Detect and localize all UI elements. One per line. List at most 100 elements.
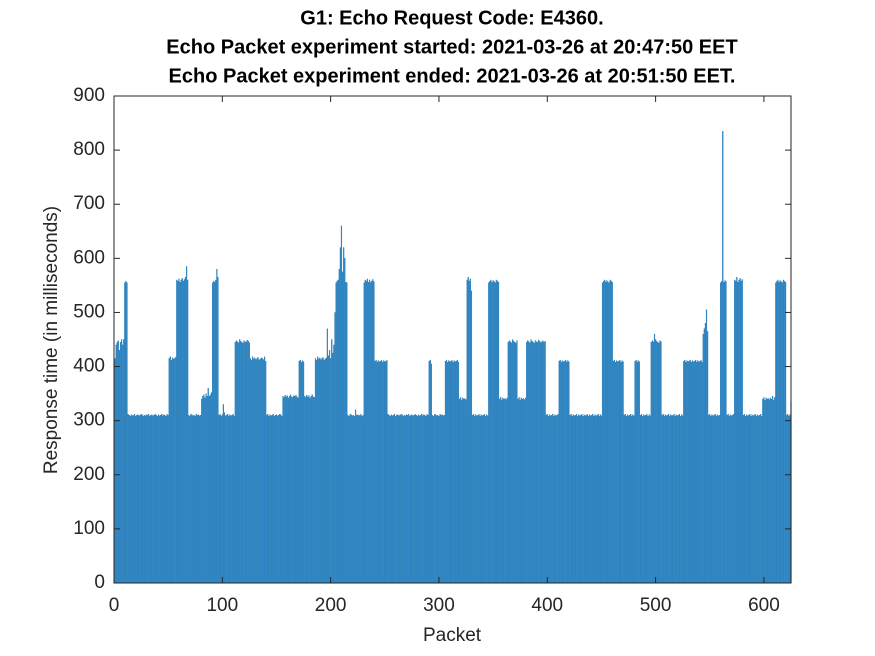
bar	[242, 343, 244, 584]
bar	[630, 414, 632, 584]
bar	[236, 341, 239, 584]
bar	[726, 415, 728, 584]
bar	[651, 340, 653, 584]
bar	[409, 416, 411, 584]
bar	[249, 358, 252, 584]
bar	[412, 415, 414, 584]
bar	[489, 280, 491, 584]
bar	[308, 395, 310, 584]
bar	[237, 342, 240, 584]
bar	[272, 414, 274, 584]
bar	[152, 415, 154, 584]
bar	[650, 342, 652, 584]
bar	[574, 415, 577, 584]
bar	[463, 398, 465, 584]
bar	[386, 359, 388, 584]
bar	[124, 282, 126, 584]
bar	[315, 359, 318, 584]
bar	[312, 396, 314, 584]
bar	[645, 415, 647, 584]
bar	[323, 359, 325, 584]
bar	[696, 362, 698, 584]
bar	[122, 344, 124, 584]
bar	[636, 362, 638, 584]
bar	[714, 414, 716, 584]
bar	[679, 416, 682, 584]
bar	[718, 415, 721, 584]
bar	[166, 414, 168, 584]
bar	[232, 414, 234, 584]
bar	[759, 415, 761, 584]
bar	[432, 416, 435, 584]
bar	[573, 415, 575, 584]
bar	[455, 360, 457, 584]
bar	[145, 414, 148, 584]
bar	[656, 340, 658, 584]
bar	[742, 415, 744, 584]
bar	[321, 358, 323, 584]
bar	[164, 415, 166, 584]
bar	[376, 362, 378, 584]
bar	[747, 415, 749, 584]
bar	[398, 415, 400, 584]
bar	[601, 282, 604, 584]
bar	[720, 282, 722, 584]
bar	[367, 281, 370, 584]
bar	[422, 415, 424, 584]
bar	[426, 414, 428, 584]
bar	[504, 398, 506, 584]
bar	[349, 414, 351, 584]
bar	[205, 393, 207, 584]
bar	[162, 415, 164, 584]
bar	[216, 269, 218, 584]
bar	[240, 340, 242, 584]
bar	[609, 279, 611, 584]
bar	[397, 414, 399, 584]
bar	[542, 340, 544, 584]
bar	[783, 280, 786, 584]
bar	[136, 415, 138, 584]
bar	[721, 280, 723, 584]
bar	[560, 362, 562, 584]
bar	[191, 414, 193, 584]
chart-title: G1: Echo Request Code: E4360.	[300, 7, 603, 29]
bar	[452, 362, 454, 584]
bar	[142, 416, 144, 584]
x-tick-label: 0	[109, 595, 120, 616]
bar	[682, 415, 684, 584]
bar	[580, 415, 582, 584]
bar	[332, 352, 334, 584]
bar	[642, 416, 644, 584]
bar	[362, 415, 364, 584]
bar	[437, 415, 439, 584]
bar	[637, 360, 639, 584]
bar	[383, 360, 385, 584]
bar	[274, 415, 276, 584]
y-tick-label: 300	[73, 410, 105, 431]
bar	[662, 414, 664, 584]
bar	[674, 416, 676, 584]
bar	[669, 416, 671, 584]
x-tick-label: 100	[206, 595, 238, 616]
chart-title: Echo Packet experiment started: 2021-03-…	[166, 36, 737, 58]
bar	[271, 415, 273, 584]
bar	[253, 358, 255, 584]
x-tick-label: 300	[423, 595, 455, 616]
bar	[375, 359, 377, 584]
bar	[479, 416, 481, 584]
bar	[328, 350, 331, 584]
bar	[184, 277, 187, 584]
bar	[406, 415, 409, 584]
bar	[777, 279, 779, 584]
bar	[294, 396, 296, 584]
bar	[337, 279, 339, 584]
bar	[317, 356, 319, 584]
bar	[705, 309, 708, 584]
bar	[584, 415, 586, 584]
bar	[678, 414, 681, 584]
bar	[451, 359, 453, 584]
bar	[149, 416, 151, 584]
bar	[547, 416, 549, 584]
bar	[735, 280, 737, 584]
bar	[554, 414, 556, 584]
